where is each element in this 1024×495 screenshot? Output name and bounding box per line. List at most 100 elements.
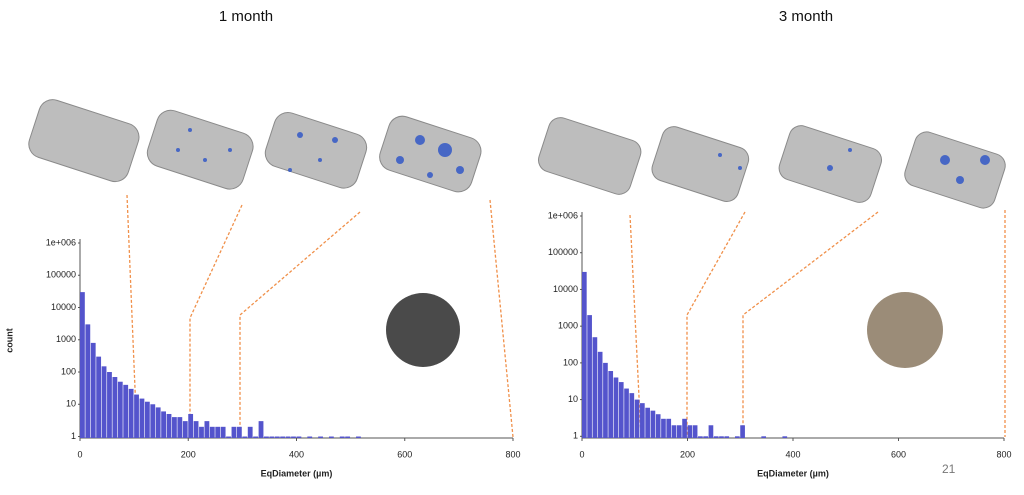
y-tick-label: 10 <box>568 394 578 404</box>
bar <box>161 411 166 438</box>
y-tick-label: 1 <box>573 431 578 441</box>
bar <box>101 366 107 438</box>
bar <box>645 407 650 438</box>
bar <box>629 393 635 438</box>
x-tick-label: 600 <box>397 449 412 459</box>
y-tick-label: 100000 <box>46 270 76 280</box>
bar <box>318 436 323 438</box>
bar <box>247 426 253 438</box>
y-tick-label: 10 <box>66 399 76 409</box>
bar <box>328 436 334 438</box>
bar <box>703 436 708 438</box>
bar <box>85 324 91 438</box>
bar <box>134 394 139 438</box>
y-tick-label: 100000 <box>548 247 578 257</box>
x-axis-label: EqDiameter (µm) <box>757 468 829 478</box>
bar <box>296 436 302 438</box>
bar <box>123 384 129 438</box>
bar <box>650 410 656 438</box>
bar <box>291 436 296 438</box>
y-tick-label: 1000 <box>558 321 578 331</box>
bar <box>150 404 156 438</box>
bar <box>676 425 682 438</box>
bar <box>666 418 672 438</box>
bar <box>692 425 698 438</box>
bar <box>740 425 745 438</box>
bar <box>269 436 275 438</box>
bar <box>285 436 291 438</box>
bar <box>172 417 177 438</box>
bar <box>215 426 221 438</box>
bar <box>144 401 150 438</box>
bar <box>339 436 345 438</box>
bar <box>713 436 719 438</box>
x-tick-label: 800 <box>505 449 520 459</box>
bar <box>613 377 619 438</box>
bar <box>155 407 161 438</box>
bar <box>139 398 145 438</box>
bar <box>634 399 640 438</box>
chart-title: 3 month <box>779 8 833 25</box>
bar <box>307 436 313 438</box>
bar <box>177 417 183 438</box>
x-tick-label: 400 <box>785 449 800 459</box>
bar <box>90 342 96 438</box>
bar <box>258 421 264 438</box>
page-number: 21 <box>942 462 956 476</box>
x-tick-label: 800 <box>996 449 1011 459</box>
bar <box>603 362 608 438</box>
chart-title: 1 month <box>219 8 273 25</box>
y-tick-label: 10000 <box>51 302 76 312</box>
bar <box>117 381 123 438</box>
bar <box>226 436 231 438</box>
bar <box>274 436 280 438</box>
bar <box>682 418 687 438</box>
y-tick-label: 1e+006 <box>46 237 76 247</box>
bar <box>209 426 215 438</box>
bar <box>182 421 188 438</box>
bar <box>199 426 204 438</box>
bar <box>661 418 666 438</box>
bar <box>698 436 703 438</box>
bar <box>587 315 592 438</box>
bar <box>655 414 661 438</box>
bar <box>220 426 226 438</box>
bar <box>724 436 730 438</box>
x-tick-label: 0 <box>579 449 584 459</box>
bar <box>107 372 112 438</box>
bar <box>280 436 286 438</box>
bar <box>582 271 587 438</box>
y-tick-label: 10000 <box>553 284 578 294</box>
bar <box>782 436 788 438</box>
tomography-renders <box>28 99 1006 368</box>
bar <box>719 436 724 438</box>
bar <box>264 436 269 438</box>
bar <box>608 371 614 438</box>
bar <box>236 426 242 438</box>
bar <box>592 337 598 438</box>
bar <box>345 436 351 438</box>
bar <box>640 403 645 438</box>
bar <box>231 426 237 438</box>
bar <box>112 377 118 438</box>
bar <box>204 421 210 438</box>
bar <box>687 425 693 438</box>
bar <box>128 388 134 438</box>
x-tick-label: 400 <box>289 449 304 459</box>
bar <box>356 436 361 438</box>
bar <box>80 292 85 438</box>
bar <box>624 388 629 438</box>
bar <box>671 425 677 438</box>
x-axis-label: EqDiameter (µm) <box>261 468 333 478</box>
x-tick-label: 200 <box>181 449 196 459</box>
bar <box>597 351 603 438</box>
bar <box>708 425 714 438</box>
bar <box>618 382 624 438</box>
y-axis-label: count <box>4 328 14 353</box>
y-tick-label: 1000 <box>56 334 76 344</box>
bar <box>761 436 767 438</box>
bar <box>166 413 172 438</box>
bar <box>734 436 740 438</box>
x-tick-label: 200 <box>680 449 695 459</box>
